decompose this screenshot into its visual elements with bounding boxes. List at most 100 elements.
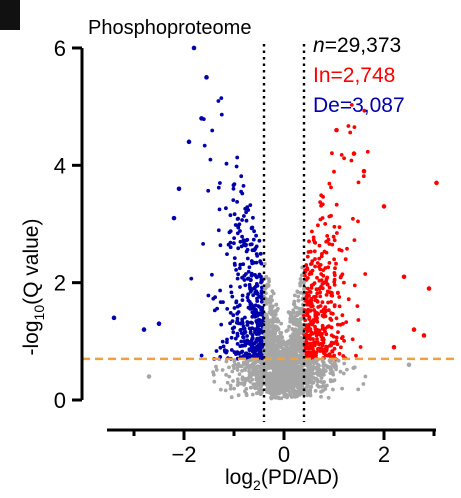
data-point [356, 219, 360, 224]
data-point [248, 379, 253, 384]
data-point [329, 325, 334, 330]
data-point [234, 352, 238, 356]
data-point [270, 393, 274, 397]
data-point [320, 252, 324, 256]
data-point [291, 321, 296, 326]
data-point [317, 330, 322, 335]
data-point [306, 353, 311, 358]
data-point [255, 275, 259, 280]
data-point [332, 346, 337, 351]
data-point [270, 309, 275, 314]
data-point [308, 270, 313, 275]
data-point [299, 273, 304, 278]
data-point [339, 153, 344, 157]
data-point [309, 378, 314, 383]
data-point [319, 272, 324, 276]
data-point [264, 342, 269, 347]
data-point [253, 303, 258, 308]
data-point [317, 278, 322, 283]
data-point [332, 360, 337, 365]
data-point [296, 360, 300, 365]
data-point [315, 299, 320, 304]
data-point [349, 158, 354, 163]
data-point [311, 347, 315, 352]
data-point [310, 368, 315, 372]
data-point [237, 372, 242, 377]
data-point [309, 385, 313, 390]
data-point [321, 371, 325, 375]
data-point [225, 252, 229, 256]
data-point [315, 383, 320, 388]
data-point [275, 382, 279, 386]
outlier-point [361, 168, 367, 174]
data-point [279, 330, 284, 335]
data-point [264, 313, 269, 318]
data-point [300, 383, 304, 388]
data-point [352, 283, 357, 288]
data-point [218, 181, 222, 185]
data-point [246, 269, 251, 274]
data-point [243, 315, 247, 320]
data-point [285, 347, 290, 351]
data-point [293, 395, 297, 399]
data-point [223, 388, 228, 393]
data-point [237, 266, 242, 271]
y-tick-label: 4 [54, 153, 66, 178]
x-axis-label: log2(PD/AD) [225, 466, 339, 493]
data-point [228, 386, 233, 391]
data-point [241, 238, 246, 243]
x-tick-label: 2 [378, 442, 390, 467]
data-point [317, 286, 322, 291]
data-point [321, 307, 326, 312]
data-point [265, 390, 269, 394]
data-point [361, 382, 366, 386]
data-point [247, 282, 252, 287]
data-point [232, 241, 236, 246]
data-point [225, 380, 230, 385]
data-point [270, 340, 275, 345]
data-point [220, 368, 225, 372]
data-point [269, 294, 274, 299]
data-point [307, 317, 311, 321]
data-point [233, 336, 238, 341]
data-point [341, 354, 346, 358]
outlier-point [199, 116, 204, 121]
data-point [270, 328, 275, 333]
data-point [240, 218, 245, 222]
data-point [228, 321, 233, 326]
data-point [235, 365, 240, 369]
data-point [330, 242, 335, 247]
data-point [234, 164, 239, 169]
data-point [294, 329, 299, 333]
outlier-point [171, 215, 177, 221]
data-point [337, 295, 342, 299]
data-point [248, 385, 253, 390]
data-point [314, 333, 319, 338]
data-point [295, 322, 299, 327]
data-point [265, 320, 269, 325]
data-point [231, 313, 236, 318]
data-point [215, 306, 220, 311]
data-point [334, 367, 338, 372]
outlier-point [111, 315, 117, 321]
data-point [244, 272, 248, 276]
legend-total-italic: n [313, 34, 325, 57]
data-point [241, 360, 246, 365]
data-point [235, 368, 240, 372]
data-point [224, 206, 228, 211]
x-tick-label: −2 [171, 442, 196, 467]
data-point [302, 287, 306, 292]
data-point [335, 322, 340, 327]
data-point [299, 367, 304, 371]
legend-total: n=29,373 [313, 34, 401, 57]
data-point [325, 234, 330, 238]
data-point-cloud [189, 96, 370, 401]
data-point [269, 363, 274, 368]
data-point [335, 342, 340, 347]
data-point [290, 344, 295, 349]
data-point [282, 369, 287, 374]
data-point [210, 128, 215, 133]
data-point [224, 359, 229, 364]
data-point [329, 367, 334, 372]
data-point [320, 380, 325, 385]
